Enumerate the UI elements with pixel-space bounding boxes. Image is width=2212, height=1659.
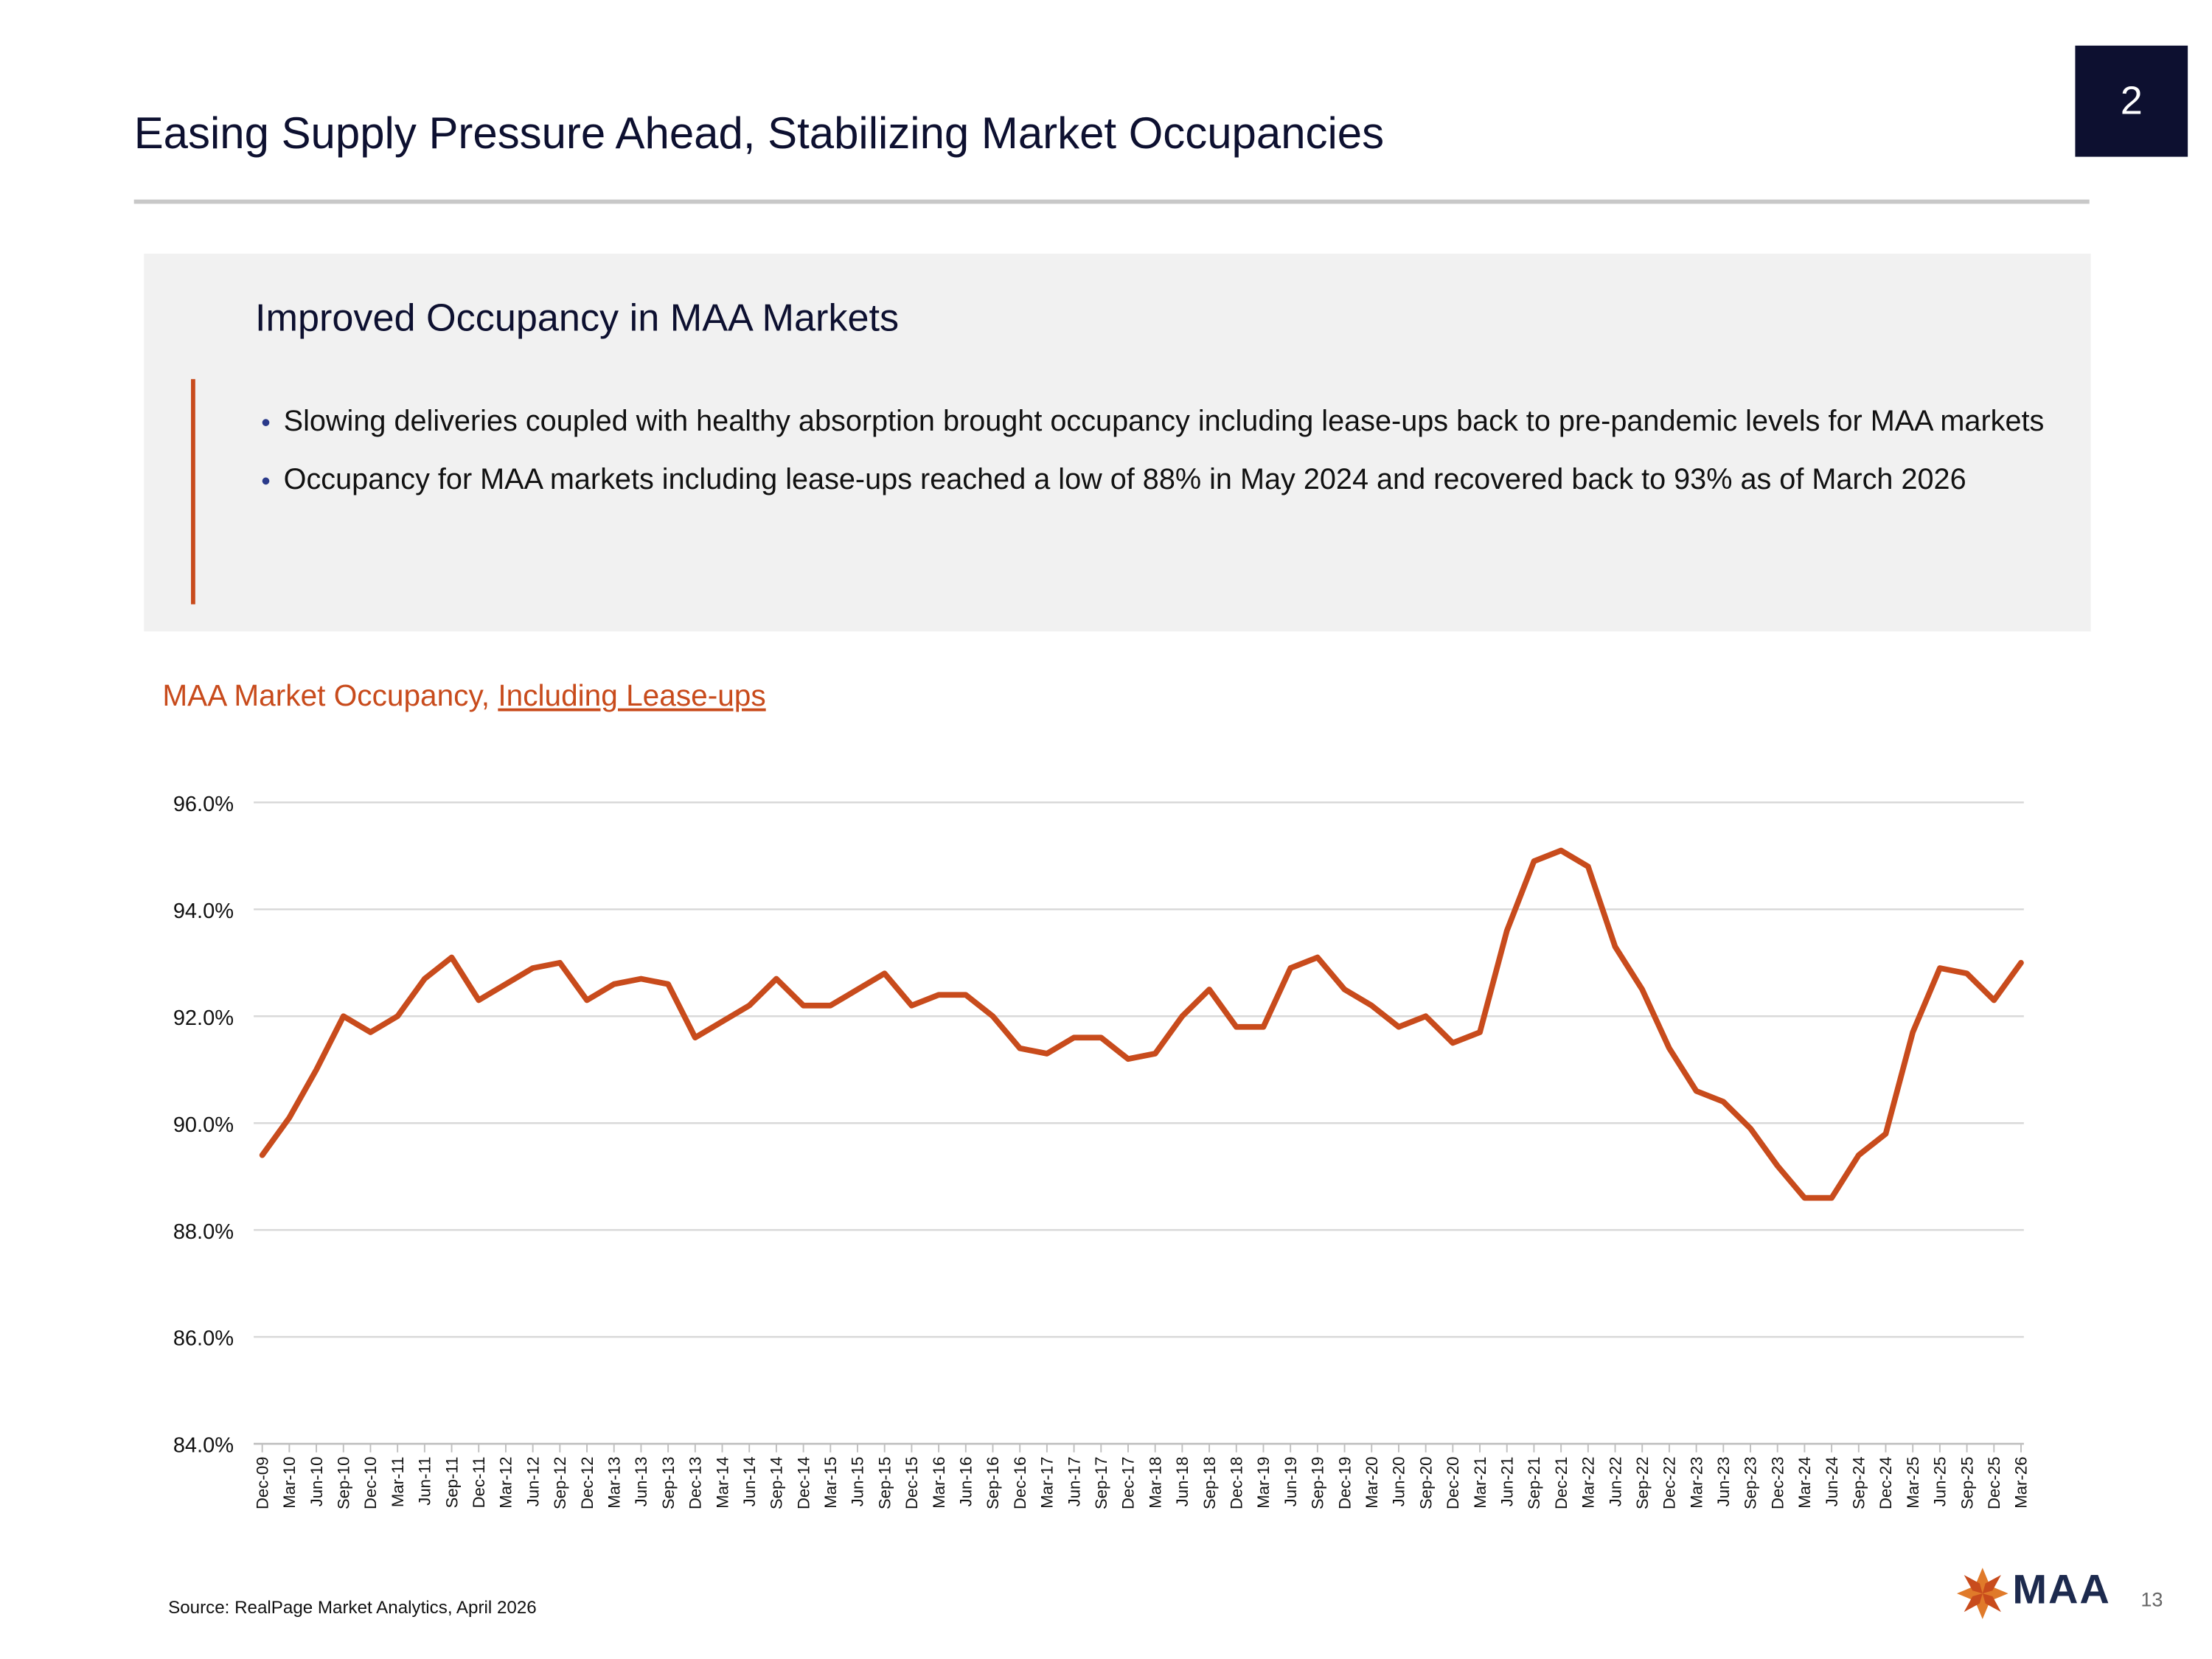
x-tick-label: Mar-21 [1471, 1457, 1489, 1509]
x-tick-label: Jun-16 [957, 1457, 975, 1507]
x-tick-label: Dec-19 [1335, 1457, 1354, 1510]
x-tick-label: Jun-14 [740, 1457, 759, 1507]
x-tick-label: Dec-25 [1985, 1457, 2003, 1510]
x-tick-label: Dec-18 [1227, 1457, 1245, 1510]
x-tick-label: Sep-22 [1633, 1457, 1652, 1510]
x-tick-label: Dec-20 [1444, 1457, 1462, 1510]
x-tick-label: Jun-12 [524, 1457, 542, 1507]
x-tick-label: Sep-18 [1200, 1457, 1219, 1510]
x-tick-label: Jun-13 [632, 1457, 650, 1507]
x-tick-label: Sep-11 [442, 1457, 461, 1509]
x-tick-label: Mar-22 [1579, 1457, 1598, 1509]
callout-box [144, 254, 2091, 632]
x-tick-label: Mar-26 [2012, 1457, 2031, 1509]
x-tick-label: Jun-10 [307, 1457, 326, 1507]
x-tick-label: Jun-15 [849, 1457, 867, 1507]
chart-title-text: MAA Market Occupancy, [162, 680, 490, 713]
x-tick-label: Dec-22 [1660, 1457, 1679, 1510]
x-tick-label: Sep-24 [1850, 1457, 1868, 1510]
x-tick-label: Jun-17 [1065, 1457, 1083, 1507]
x-tick-label: Sep-21 [1525, 1457, 1543, 1510]
x-tick-label: Mar-20 [1363, 1457, 1381, 1509]
x-tick-label: Mar-14 [713, 1457, 731, 1509]
x-tick-label: Sep-13 [659, 1457, 678, 1510]
x-tick-label: Jun-23 [1714, 1457, 1733, 1507]
chart-title-link[interactable]: Including Lease-ups [498, 680, 766, 713]
bullet-list: Slowing deliveries coupled with healthy … [260, 399, 2056, 516]
x-tick-label: Mar-23 [1687, 1457, 1705, 1509]
data-line [259, 847, 2024, 1201]
x-tick-label: Dec-13 [686, 1457, 705, 1510]
x-tick-label: Dec-16 [1011, 1457, 1029, 1510]
x-tick-label: Dec-21 [1552, 1457, 1571, 1510]
slide-title: Easing Supply Pressure Ahead, Stabilizin… [133, 108, 1385, 159]
page-badge: 2 [2075, 45, 2188, 157]
x-tick-label: Sep-10 [334, 1457, 352, 1510]
x-tick-label: Jun-21 [1498, 1457, 1516, 1507]
y-tick-label: 86.0% [173, 1327, 234, 1351]
x-tick-label: Mar-17 [1038, 1457, 1057, 1509]
x-tick-label: Mar-15 [821, 1457, 840, 1509]
x-tick-label: Dec-10 [361, 1457, 380, 1510]
title-rule [133, 199, 2090, 204]
x-tick-label: Mar-10 [280, 1457, 299, 1509]
y-tick-label: 92.0% [173, 1006, 234, 1030]
bullet: Slowing deliveries coupled with healthy … [260, 399, 2056, 443]
x-tick-label: Dec-14 [794, 1457, 813, 1510]
x-tick-label: Mar-18 [1146, 1457, 1164, 1509]
accent-bar [191, 379, 195, 605]
x-tick-label: Sep-19 [1309, 1457, 1327, 1510]
x-tick-label: Dec-12 [578, 1457, 597, 1510]
x-tick-label: Sep-12 [551, 1457, 569, 1510]
x-tick-label: Sep-23 [1742, 1457, 1760, 1510]
x-tick-label: Jun-18 [1173, 1457, 1192, 1507]
x-tick-label: Dec-09 [253, 1457, 271, 1510]
page-number: 13 [2140, 1587, 2163, 1611]
x-tick-label: Mar-11 [389, 1457, 407, 1508]
x-tick-label: Sep-25 [1958, 1457, 1976, 1510]
x-tick-label: Jun-22 [1606, 1457, 1624, 1507]
callout-title: Improved Occupancy in MAA Markets [255, 296, 900, 340]
x-tick-label: Mar-19 [1254, 1457, 1273, 1509]
x-tick-label: Jun-25 [1931, 1457, 1950, 1507]
source-note: Source: RealPage Market Analytics, April… [168, 1597, 537, 1618]
y-tick-label: 90.0% [173, 1113, 234, 1137]
x-tick-label: Sep-20 [1416, 1457, 1435, 1510]
bullet: Occupancy for MAA markets including leas… [260, 457, 2056, 501]
chart-title: MAA Market Occupancy, Including Lease-up… [162, 680, 765, 714]
x-tick-label: Dec-23 [1768, 1457, 1787, 1510]
x-tick-label: Sep-14 [768, 1457, 786, 1510]
x-tick-label: Dec-24 [1877, 1457, 1895, 1510]
x-tick-label: Dec-15 [902, 1457, 921, 1510]
x-tick-label: Mar-13 [605, 1457, 623, 1509]
x-tick-label: Jun-24 [1823, 1457, 1841, 1507]
logo-text: MAA [2012, 1568, 2111, 1614]
x-tick-label: Mar-16 [930, 1457, 948, 1509]
x-tick-label: Jun-19 [1281, 1457, 1300, 1507]
y-tick-label: 96.0% [173, 793, 234, 816]
x-tick-label: Mar-25 [1904, 1457, 1922, 1509]
x-tick-label: Dec-11 [470, 1457, 488, 1509]
y-tick-label: 88.0% [173, 1220, 234, 1244]
x-tick-label: Mar-12 [497, 1457, 515, 1509]
x-tick-label: Mar-24 [1795, 1457, 1814, 1509]
x-tick-label: Sep-15 [875, 1457, 894, 1510]
y-tick-label: 84.0% [173, 1434, 234, 1458]
x-tick-label: Sep-16 [984, 1457, 1002, 1510]
x-tick-label: Sep-17 [1092, 1457, 1110, 1510]
y-tick-label: 94.0% [173, 900, 234, 923]
x-tick-label: Jun-20 [1390, 1457, 1408, 1507]
x-tick-label: Jun-11 [416, 1457, 434, 1506]
x-tick-label: Dec-17 [1119, 1457, 1138, 1510]
